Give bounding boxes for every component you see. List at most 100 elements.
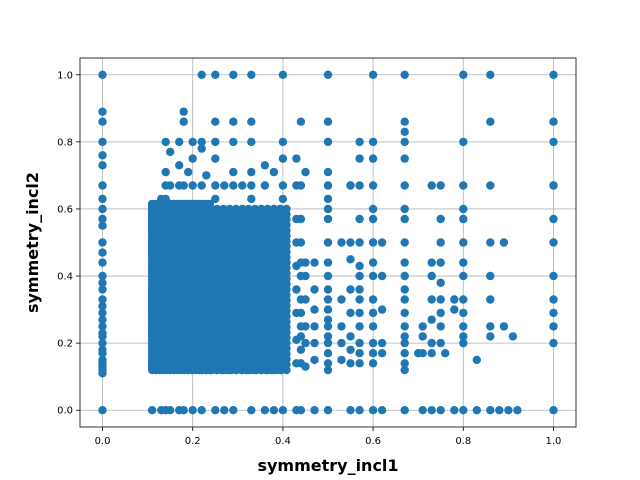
scatter-point xyxy=(486,295,495,304)
scatter-point xyxy=(436,181,445,190)
scatter-point xyxy=(250,204,260,214)
scatter-point xyxy=(400,322,409,331)
scatter-point xyxy=(244,204,253,214)
scatter-point xyxy=(486,70,495,80)
scatter-point xyxy=(486,332,495,341)
scatter-point xyxy=(296,117,306,126)
scatter-point xyxy=(504,406,513,415)
scatter-point xyxy=(175,137,184,147)
scatter-point xyxy=(436,295,445,304)
scatter-point xyxy=(337,338,346,348)
scatter-point xyxy=(323,338,333,348)
scatter-point xyxy=(152,349,161,358)
scatter-point xyxy=(184,167,193,177)
scatter-point xyxy=(418,322,427,331)
scatter-point xyxy=(368,295,378,304)
scatter-point xyxy=(188,181,197,190)
y-tick-label: 0.4 xyxy=(57,272,73,283)
scatter-point xyxy=(98,406,107,415)
scatter-point xyxy=(337,322,346,331)
scatter-point xyxy=(368,258,378,267)
scatter-point xyxy=(459,137,468,147)
scatter-point xyxy=(247,137,256,147)
scatter-point xyxy=(292,308,301,318)
scatter-point xyxy=(377,305,387,314)
scatter-point xyxy=(377,349,387,358)
scatter-point xyxy=(368,349,378,358)
scatter-point xyxy=(323,137,333,147)
scatter-point xyxy=(355,295,364,304)
scatter-point xyxy=(260,181,270,190)
scatter-point xyxy=(323,359,333,368)
scatter-point xyxy=(323,271,333,281)
scatter-point xyxy=(400,338,409,348)
scatter-point xyxy=(400,238,409,247)
scatter-point xyxy=(346,345,355,354)
scatter-point xyxy=(450,406,459,415)
scatter-point xyxy=(296,345,306,354)
scatter-point xyxy=(400,349,409,358)
scatter-point xyxy=(323,238,333,247)
scatter-point xyxy=(206,204,215,214)
scatter-point xyxy=(211,406,220,415)
scatter-point xyxy=(459,322,468,331)
scatter-point xyxy=(368,137,378,147)
scatter-point xyxy=(400,359,409,368)
scatter-point xyxy=(377,406,387,415)
scatter-point xyxy=(278,137,288,147)
y-tick-label: 0.0 xyxy=(57,406,73,417)
scatter-point xyxy=(197,144,206,153)
scatter-point xyxy=(377,271,387,281)
scatter-point xyxy=(323,194,333,204)
scatter-point xyxy=(98,214,107,224)
scatter-point xyxy=(459,70,468,80)
scatter-point xyxy=(427,181,436,190)
scatter-point xyxy=(323,332,333,341)
scatter-point xyxy=(188,406,197,415)
y-tick-label: 0.6 xyxy=(57,204,73,215)
scatter-point xyxy=(229,167,238,177)
scatter-point xyxy=(292,359,301,368)
scatter-point xyxy=(346,285,355,294)
scatter-point xyxy=(269,167,279,177)
scatter-point xyxy=(355,359,364,368)
scatter-point xyxy=(323,167,333,177)
scatter-point xyxy=(323,406,333,415)
scatter-point xyxy=(211,137,220,147)
scatter-point xyxy=(197,406,206,415)
scatter-points xyxy=(98,70,558,415)
scatter-point xyxy=(147,406,157,415)
scatter-point xyxy=(459,271,468,281)
scatter-point xyxy=(257,204,266,214)
scatter-point xyxy=(301,167,310,177)
scatter-point xyxy=(219,204,228,214)
scatter-point xyxy=(278,181,288,190)
scatter-point xyxy=(400,258,409,267)
scatter-point xyxy=(400,406,409,415)
scatter-point xyxy=(549,238,558,247)
scatter-point xyxy=(513,406,522,415)
scatter-point xyxy=(459,204,468,214)
scatter-point xyxy=(355,154,364,163)
scatter-point xyxy=(166,181,175,190)
scatter-point xyxy=(179,406,188,415)
scatter-point xyxy=(98,204,107,214)
scatter-point xyxy=(549,70,558,80)
scatter-point xyxy=(98,248,107,257)
scatter-point xyxy=(459,338,468,348)
scatter-point xyxy=(323,70,333,80)
scatter-point xyxy=(278,70,288,80)
scatter-point xyxy=(400,285,409,294)
scatter-point xyxy=(310,406,319,415)
scatter-point xyxy=(310,355,319,365)
scatter-point xyxy=(323,204,333,214)
scatter-point xyxy=(310,258,319,267)
scatter-point xyxy=(179,107,188,116)
scatter-point xyxy=(323,258,333,267)
scatter-point xyxy=(368,214,378,224)
scatter-point xyxy=(459,238,468,247)
scatter-point xyxy=(229,137,238,147)
scatter-point xyxy=(486,117,495,126)
scatter-point xyxy=(247,167,256,177)
